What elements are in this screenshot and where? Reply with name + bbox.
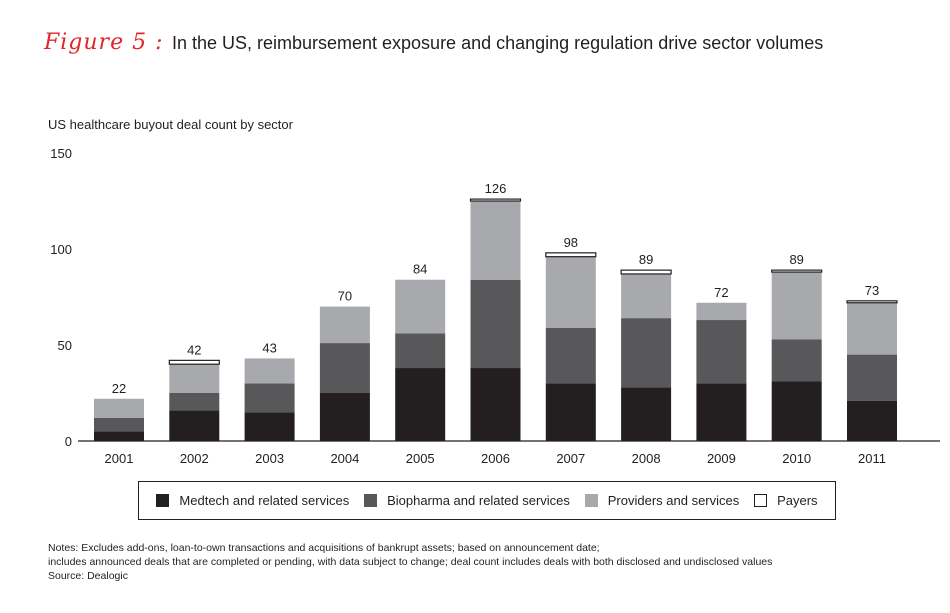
chart-title: US healthcare buyout deal count by secto… bbox=[48, 117, 293, 132]
bar-total-label: 22 bbox=[112, 381, 126, 396]
bar-segment-medtech bbox=[470, 368, 521, 441]
bar-segment-providers bbox=[395, 279, 446, 334]
bar-segment-biopharma bbox=[847, 354, 897, 401]
legend-label-payers: Payers bbox=[777, 493, 818, 508]
bar-segment-medtech bbox=[319, 393, 370, 441]
x-tick-label: 2007 bbox=[556, 451, 585, 466]
bar-segment-biopharma bbox=[621, 318, 672, 388]
legend-item-payers: Payers bbox=[754, 493, 818, 508]
bar-segment-providers bbox=[847, 302, 897, 355]
bar-segment-medtech bbox=[771, 381, 822, 441]
bar-segment-medtech bbox=[696, 383, 747, 441]
bar-segment-providers bbox=[696, 302, 747, 321]
bar-segment-payers bbox=[469, 198, 522, 202]
legend-swatch-medtech bbox=[156, 494, 170, 507]
bar-segment-medtech bbox=[94, 431, 144, 441]
y-tick-label: 150 bbox=[50, 146, 72, 161]
figure-label: Figure 5 : bbox=[44, 30, 164, 55]
bar-segment-biopharma bbox=[545, 327, 596, 384]
bar-total-label: 73 bbox=[865, 283, 879, 298]
bar-segment-payers bbox=[620, 269, 672, 275]
x-tick-label: 2008 bbox=[632, 451, 661, 466]
bar-segment-payers bbox=[846, 300, 898, 304]
x-tick-label: 2001 bbox=[105, 451, 134, 466]
bar-segment-medtech bbox=[395, 368, 446, 441]
legend-label-medtech: Medtech and related services bbox=[179, 493, 350, 508]
x-tick-label: 2011 bbox=[858, 451, 886, 466]
bar-segment-payers bbox=[771, 269, 823, 273]
bar-segment-providers bbox=[545, 256, 596, 328]
legend-swatch-payers bbox=[754, 494, 768, 507]
stacked-bar-chart: 0 50 100 150 22 2001 42 2002 43 2003 70 2004 84 2005 1… bbox=[50, 146, 940, 466]
legend-item-providers: Providers and services bbox=[584, 493, 740, 508]
legend-swatch-biopharma bbox=[364, 494, 378, 507]
figure-title-text: In the US, reimbursement exposure and ch… bbox=[171, 33, 824, 53]
legend-item-biopharma: Biopharma and related services bbox=[364, 493, 570, 508]
chart-legend: Medtech and related services Biopharma a… bbox=[138, 481, 836, 520]
bar-segment-biopharma bbox=[395, 333, 446, 369]
bar-total-label: 42 bbox=[187, 342, 201, 357]
notes-line-2: includes announced deals that are comple… bbox=[48, 556, 773, 568]
bar-segment-biopharma bbox=[169, 393, 220, 411]
bar-segment-payers bbox=[545, 252, 597, 258]
bar-segment-biopharma bbox=[244, 383, 295, 413]
bar-segment-providers bbox=[319, 306, 370, 344]
x-tick-label: 2005 bbox=[406, 451, 435, 466]
x-tick-label: 2010 bbox=[782, 451, 811, 466]
x-tick-label: 2002 bbox=[180, 451, 209, 466]
legend-item-medtech: Medtech and related services bbox=[156, 493, 349, 508]
legend-swatch-providers bbox=[584, 494, 598, 507]
source-note: Source: Dealogic bbox=[48, 570, 128, 582]
bar-total-label: 43 bbox=[262, 340, 276, 355]
bar-total-label: 84 bbox=[413, 262, 427, 277]
bar-total-label: 89 bbox=[639, 252, 653, 267]
bar-segment-providers bbox=[470, 201, 521, 280]
bar-segment-medtech bbox=[244, 412, 295, 441]
x-tick-label: 2006 bbox=[481, 451, 510, 466]
bar-segment-providers bbox=[169, 364, 220, 393]
y-tick-label: 0 bbox=[65, 434, 72, 449]
bar-total-label: 72 bbox=[714, 285, 728, 300]
bar-segment-medtech bbox=[545, 383, 596, 441]
y-tick-label: 50 bbox=[58, 338, 72, 353]
bar-segment-biopharma bbox=[94, 417, 144, 432]
bar-total-label: 89 bbox=[789, 252, 803, 267]
bar-segment-providers bbox=[621, 273, 672, 319]
bar-segment-biopharma bbox=[696, 320, 747, 384]
bar-segment-biopharma bbox=[771, 339, 822, 382]
chart-notes: Notes: Excludes add-ons, loan-to-own tra… bbox=[48, 541, 772, 583]
bar-segment-providers bbox=[771, 272, 822, 340]
notes-line-1: Notes: Excludes add-ons, loan-to-own tra… bbox=[48, 542, 600, 554]
x-tick-label: 2009 bbox=[707, 451, 736, 466]
x-tick-label: 2003 bbox=[255, 451, 284, 466]
bar-segment-biopharma bbox=[470, 279, 521, 369]
bar-total-label: 126 bbox=[485, 181, 507, 196]
bar-segment-providers bbox=[94, 398, 144, 418]
x-tick-label: 2004 bbox=[330, 451, 359, 466]
legend-label-providers: Providers and services bbox=[607, 493, 740, 508]
bar-segment-medtech bbox=[169, 410, 220, 441]
bar-segment-medtech bbox=[621, 387, 672, 441]
bar-segment-payers bbox=[168, 359, 220, 365]
bar-segment-providers bbox=[244, 358, 295, 384]
bar-segment-biopharma bbox=[319, 343, 370, 393]
figure-title: Figure 5 : In the US, reimbursement expo… bbox=[44, 30, 823, 55]
bar-segment-medtech bbox=[847, 400, 897, 441]
legend-label-biopharma: Biopharma and related services bbox=[387, 493, 570, 508]
bar-total-label: 70 bbox=[338, 289, 352, 304]
y-tick-label: 100 bbox=[50, 242, 72, 257]
bar-total-label: 98 bbox=[564, 235, 578, 250]
